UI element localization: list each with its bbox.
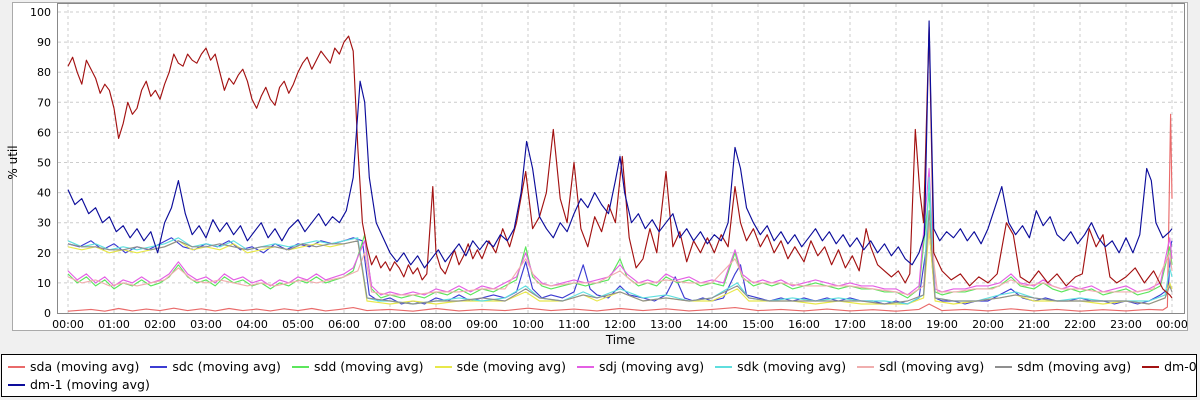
x-tick-label: 05:00 — [282, 318, 314, 331]
legend-color-dash — [291, 366, 309, 368]
x-tick-label: 12:00 — [604, 318, 636, 331]
x-tick-label: 14:00 — [696, 318, 728, 331]
utilization-line-chart: 0 10 20 30 40 50 60 70 80 90 100 00:00 01:00 02:00 03:… — [6, 2, 1188, 347]
legend-item-sde: sde (moving avg) — [434, 359, 566, 374]
x-tick-label: 03:00 — [190, 318, 222, 331]
y-tick-label: 10 — [37, 277, 51, 290]
x-tick-label: 00:00 — [1156, 318, 1188, 331]
x-tick-label: 18:00 — [880, 318, 912, 331]
legend-color-dash — [576, 366, 594, 368]
legend-label: sdc (moving avg) — [172, 359, 281, 374]
legend-label: sdk (moving avg) — [737, 359, 847, 374]
legend-item-sdj: sdj (moving avg) — [576, 359, 705, 374]
y-tick-label: 70 — [37, 96, 51, 109]
legend-label: dm-0 (moving avg) — [1164, 359, 1200, 374]
series-line-sda — [67, 113, 1173, 312]
legend-label: sdj (moving avg) — [598, 359, 705, 374]
x-tick-label: 06:00 — [328, 318, 360, 331]
series-line-sdc — [67, 228, 1173, 305]
legend-label: sdm (moving avg) — [1017, 359, 1132, 374]
y-tick-label: 50 — [37, 157, 51, 170]
x-tick-label: 13:00 — [650, 318, 682, 331]
legend: sda (moving avg) sdc (moving avg) sdd (mov… — [1, 354, 1200, 397]
legend-item-sda: sda (moving avg) — [8, 360, 139, 374]
x-tick-label: 09:00 — [466, 318, 498, 331]
x-tick-label: 23:00 — [1110, 318, 1142, 331]
y-tick-label: 30 — [37, 217, 51, 230]
legend-color-dash — [8, 366, 25, 368]
x-axis-title: Time — [605, 333, 635, 347]
legend-color-dash — [434, 366, 452, 368]
legend-item-sdk: sdk (moving avg) — [715, 360, 846, 374]
x-tick-label: 07:00 — [374, 318, 406, 331]
legend-color-dash — [1142, 366, 1160, 368]
legend-item-sdm: sdm (moving avg) — [995, 360, 1131, 374]
y-tick-label: 100 — [30, 6, 51, 19]
legend-label: sde (moving avg) — [456, 359, 566, 374]
x-tick-label: 01:00 — [98, 318, 130, 331]
y-tick-label: 0 — [44, 307, 51, 320]
legend-label: sda (moving avg) — [30, 359, 140, 374]
x-tick-label: 11:00 — [558, 318, 590, 331]
legend-color-dash — [8, 384, 25, 386]
y-tick-label: 40 — [37, 187, 51, 200]
legend-item-sdl: sdl (moving avg) — [857, 360, 984, 374]
y-tick-label: 60 — [37, 126, 51, 139]
legend-row-1: sda (moving avg) sdc (moving avg) sdd (mov… — [8, 358, 1200, 376]
legend-label: dm-1 (moving avg) — [30, 377, 150, 392]
x-tick-label: 00:00 — [52, 318, 84, 331]
x-tick-label: 10:00 — [512, 318, 544, 331]
x-tick-label: 02:00 — [144, 318, 176, 331]
x-tick-label: 15:00 — [742, 318, 774, 331]
series-line-sdl — [67, 222, 1173, 296]
legend-item-dm-1: dm-1 (moving avg) — [8, 378, 150, 392]
legend-item-sdd: sdd (moving avg) — [291, 359, 424, 374]
legend-row-2: dm-1 (moving avg) — [8, 376, 1190, 394]
x-tick-label: 20:00 — [972, 318, 1004, 331]
legend-color-dash — [995, 366, 1013, 368]
x-tick-label: 16:00 — [788, 318, 820, 331]
legend-color-dash — [857, 366, 875, 368]
y-axis-title: % util — [6, 145, 20, 179]
legend-color-dash — [715, 366, 733, 368]
y-tick-label: 90 — [37, 36, 51, 49]
series-line-sdm — [67, 210, 1173, 305]
x-tick-label: 17:00 — [834, 318, 866, 331]
series-line-dm-1 — [67, 20, 1173, 269]
x-tick-label: 08:00 — [420, 318, 452, 331]
y-tick-label: 80 — [37, 66, 51, 79]
legend-item-sdc: sdc (moving avg) — [150, 360, 281, 374]
x-tick-label: 19:00 — [926, 318, 958, 331]
legend-label: sdd (moving avg) — [313, 359, 424, 374]
x-tick-label: 22:00 — [1064, 318, 1096, 331]
legend-color-dash — [150, 366, 168, 368]
legend-item-dm-0: dm-0 (moving avg) — [1142, 360, 1200, 374]
series-line-sdj — [67, 167, 1173, 296]
series-line-dm-0 — [67, 26, 1173, 299]
x-tick-label: 21:00 — [1018, 318, 1050, 331]
y-tick-label: 20 — [37, 247, 51, 260]
x-tick-label: 04:00 — [236, 318, 268, 331]
legend-label: sdl (moving avg) — [879, 359, 985, 374]
chart-panel: 0 10 20 30 40 50 60 70 80 90 100 00:00 01:00 02:00 03:… — [6, 2, 1188, 347]
